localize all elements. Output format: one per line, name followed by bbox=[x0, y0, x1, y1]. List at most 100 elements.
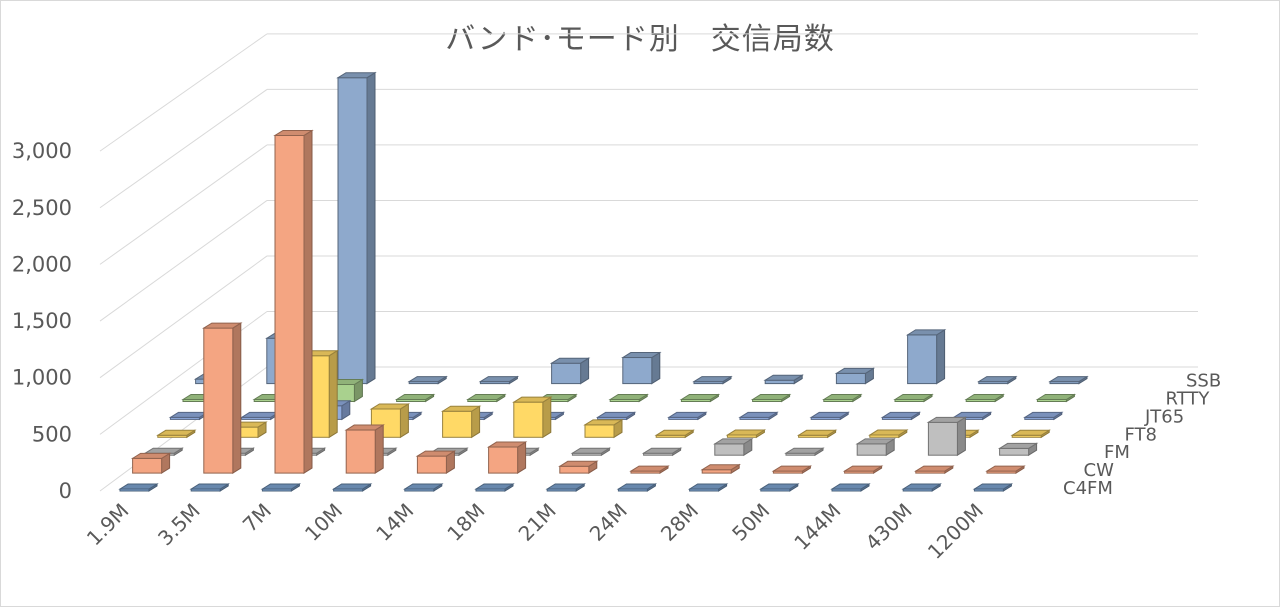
bar-cw-1200M bbox=[985, 465, 1026, 475]
bar-rtty-10M bbox=[394, 393, 436, 403]
bar-cw-18M bbox=[486, 441, 528, 475]
bar-ft8-1200M bbox=[1010, 429, 1051, 439]
bar-jt65-24M bbox=[667, 411, 708, 421]
bar-ft8-50M bbox=[796, 429, 838, 439]
bar-cw-50M bbox=[771, 465, 813, 475]
x-tick-label: 7M bbox=[238, 499, 276, 537]
bars bbox=[118, 71, 1089, 492]
x-tick-label: 24M bbox=[585, 499, 632, 546]
bar-ssb-10M bbox=[407, 375, 448, 385]
bar-ft8-28M bbox=[725, 429, 767, 439]
gridline-side bbox=[99, 33, 268, 152]
bar-c4fm-50M bbox=[759, 483, 800, 492]
bar-c4fm-3.5M bbox=[189, 483, 230, 492]
bar-cw-24M bbox=[629, 465, 670, 475]
bar-ssb-21M bbox=[621, 351, 662, 385]
bar-cw-430M bbox=[914, 465, 955, 475]
bar-ssb-24M bbox=[692, 375, 733, 385]
y-tick-label: 500 bbox=[32, 422, 72, 446]
bar-ft8-14M bbox=[440, 405, 482, 439]
bar-fm-144M bbox=[855, 437, 896, 457]
x-tick-label: 50M bbox=[727, 499, 774, 546]
y-tick-label: 2,000 bbox=[12, 252, 72, 276]
x-tick-label: 21M bbox=[514, 499, 561, 546]
bar-ft8-21M bbox=[583, 418, 624, 439]
bar-fm-21M bbox=[570, 447, 612, 457]
bar-rtty-24M bbox=[679, 393, 721, 403]
bar-fm-430M bbox=[926, 416, 968, 457]
series-label: CW bbox=[1084, 460, 1115, 481]
bar-c4fm-18M bbox=[474, 483, 515, 492]
bar-ssb-7M bbox=[336, 71, 377, 385]
bar-jt65-430M bbox=[951, 411, 993, 421]
x-tick-label: 28M bbox=[656, 499, 703, 546]
y-tick-label: 1,000 bbox=[12, 366, 72, 390]
bar-fm-50M bbox=[784, 447, 825, 457]
bar-c4fm-21M bbox=[545, 483, 586, 492]
x-tick-label: 1.9M bbox=[82, 499, 134, 551]
bar-c4fm-7M bbox=[260, 483, 302, 492]
bar-cw-28M bbox=[700, 463, 741, 475]
bar-cw-21M bbox=[558, 460, 599, 475]
x-tick-label: 3.5M bbox=[153, 499, 205, 551]
bar-fm-24M bbox=[641, 447, 683, 457]
bar-cw-144M bbox=[842, 465, 884, 475]
bar-cw-14M bbox=[415, 450, 457, 475]
bar-cw-10M bbox=[344, 424, 385, 475]
bar-jt65-3.5M bbox=[239, 411, 281, 421]
bar-jt65-21M bbox=[595, 411, 637, 421]
bar-ssb-430M bbox=[977, 375, 1018, 385]
bar-jt65-1200M bbox=[1023, 411, 1064, 421]
y-tick-label: 0 bbox=[59, 479, 72, 503]
y-tick-label: 2,500 bbox=[12, 196, 72, 220]
bar-ssb-1200M bbox=[1048, 375, 1089, 385]
x-tick-label: 430M bbox=[861, 499, 917, 555]
bar-c4fm-430M bbox=[901, 483, 942, 492]
x-tick-label: 144M bbox=[789, 499, 845, 555]
bar-jt65-144M bbox=[880, 411, 922, 421]
x-tick-label: 10M bbox=[300, 499, 347, 546]
bar-rtty-28M bbox=[750, 393, 792, 403]
bar-rtty-50M bbox=[822, 393, 863, 403]
bar-cw-3.5M bbox=[202, 322, 243, 475]
bar-ft8-24M bbox=[654, 429, 695, 439]
bar-rtty-21M bbox=[608, 393, 649, 403]
bar-ssb-28M bbox=[763, 374, 804, 385]
bar-rtty-18M bbox=[537, 393, 578, 403]
bar-fm-28M bbox=[713, 437, 754, 457]
bar-c4fm-10M bbox=[331, 483, 373, 492]
bar-rtty-430M bbox=[964, 393, 1005, 403]
gridline-side bbox=[99, 200, 268, 322]
bar-c4fm-1.9M bbox=[118, 483, 159, 492]
bar-rtty-14M bbox=[466, 393, 507, 403]
x-tick-label: 14M bbox=[371, 499, 418, 546]
bar-ssb-50M bbox=[834, 367, 876, 385]
bar-jt65-28M bbox=[738, 411, 779, 421]
bar-c4fm-1200M bbox=[972, 483, 1014, 492]
bar-ft8-18M bbox=[512, 396, 553, 439]
series-label: C4FM bbox=[1063, 478, 1113, 499]
bar-cw-7M bbox=[273, 129, 314, 475]
axis-labels: 0 500 1,000 1,500 2,000 2,500 3,000 1.9M 3.5M 7M 1… bbox=[12, 139, 1221, 564]
x-tick-label: 18M bbox=[442, 499, 489, 546]
bar-jt65-1.9M bbox=[168, 411, 210, 421]
gridline-side bbox=[99, 144, 268, 265]
bar-ft8-1.9M bbox=[156, 429, 197, 439]
bar-ssb-144M bbox=[905, 328, 947, 385]
bar-rtty-1200M bbox=[1035, 393, 1077, 403]
bar-c4fm-28M bbox=[687, 483, 729, 492]
bar-rtty-144M bbox=[893, 393, 934, 403]
bar-c4fm-24M bbox=[616, 483, 658, 492]
y-tick-label: 1,500 bbox=[12, 309, 72, 333]
bar-c4fm-14M bbox=[403, 483, 444, 492]
bar-cw-1.9M bbox=[130, 452, 172, 475]
series-label: JT65 bbox=[1144, 406, 1184, 427]
series-label: FM bbox=[1104, 442, 1130, 463]
y-tick-label: 3,000 bbox=[12, 139, 72, 163]
bar-jt65-50M bbox=[809, 411, 850, 421]
gridline-side bbox=[99, 255, 268, 379]
chart-title: バンド･モード別 交信局数 bbox=[445, 22, 835, 57]
bar-ssb-18M bbox=[549, 357, 591, 385]
